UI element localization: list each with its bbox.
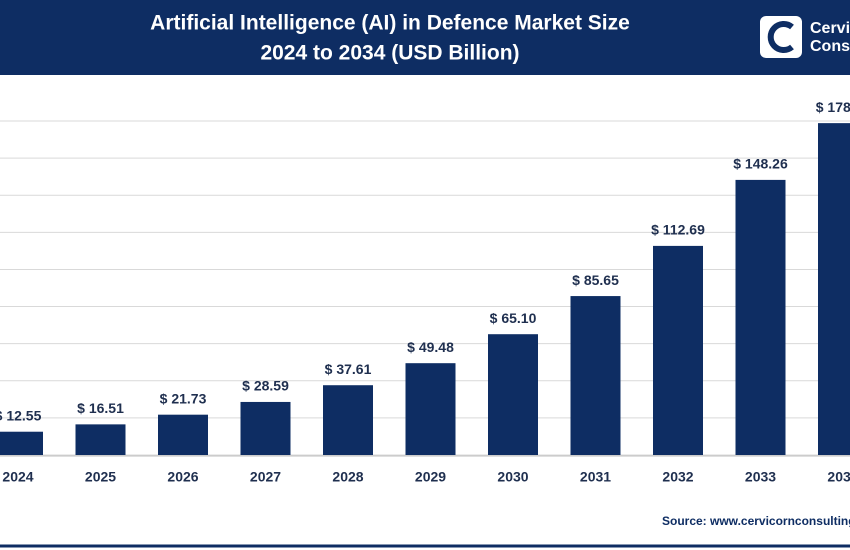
bar <box>570 296 621 455</box>
value-label: $ 37.61 <box>325 361 372 377</box>
bar <box>0 431 43 455</box>
x-tick-label: 2024 <box>2 469 33 485</box>
bar <box>75 424 126 455</box>
x-tick-label: 2026 <box>167 469 198 485</box>
x-tick-label: 2034 <box>827 469 850 485</box>
value-label: $ 85.65 <box>572 272 619 288</box>
value-label: $ 16.51 <box>77 400 124 416</box>
x-tick-label: 2025 <box>85 469 116 485</box>
brand-line-1: Cervicorn <box>810 20 850 37</box>
chart-title: Artificial Intelligence (AI) in Defence … <box>150 12 630 35</box>
x-tick-label: 2030 <box>497 469 528 485</box>
source-note: Source: www.cervicornconsulting.com <box>662 514 850 528</box>
value-label: $ 28.59 <box>242 378 289 394</box>
brand-line-2: Consulting <box>810 38 850 55</box>
value-label: $ 148.26 <box>733 156 788 172</box>
bar <box>158 414 208 455</box>
bar <box>323 385 373 455</box>
bar <box>735 179 786 456</box>
x-tick-label: 2028 <box>332 469 363 485</box>
value-label: $ 178.85 <box>816 99 850 115</box>
bar <box>405 363 456 455</box>
value-label: $ 49.48 <box>407 339 454 355</box>
x-tick-label: 2029 <box>415 469 446 485</box>
header-band <box>0 0 850 75</box>
value-label: $ 21.73 <box>160 390 207 406</box>
bar <box>488 334 538 455</box>
logo-glyph <box>767 21 794 53</box>
bar <box>240 401 291 455</box>
x-tick-label: 2032 <box>662 469 693 485</box>
value-label: $ 112.69 <box>651 222 705 238</box>
x-tick-label: 2031 <box>580 469 611 485</box>
value-label: $ 65.10 <box>490 310 537 326</box>
bar <box>818 123 850 456</box>
x-tick-label: 2027 <box>250 469 281 485</box>
bar <box>653 245 703 455</box>
chart-subtitle: 2024 to 2034 (USD Billion) <box>260 42 519 65</box>
x-tick-label: 2033 <box>745 469 776 485</box>
value-label: $ 12.55 <box>0 407 42 423</box>
